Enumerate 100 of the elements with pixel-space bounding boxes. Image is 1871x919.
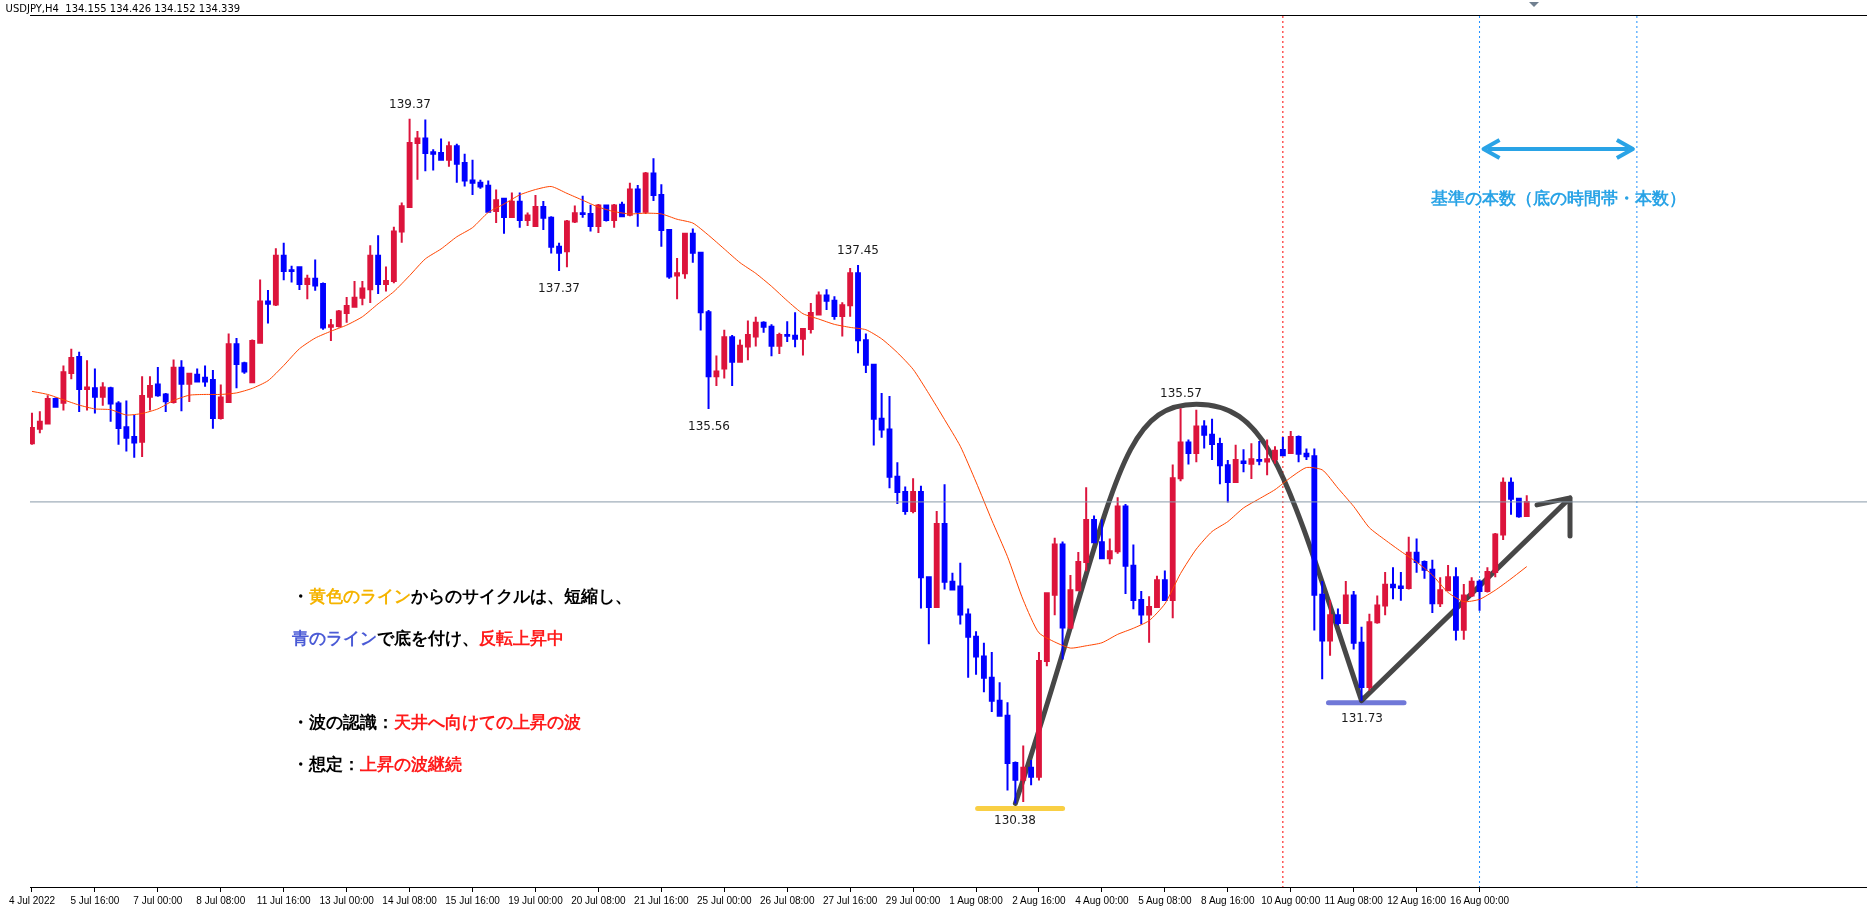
candlestick — [729, 334, 736, 388]
annotation: 137.45 — [837, 243, 879, 257]
candlestick — [1405, 535, 1412, 591]
candlestick — [162, 391, 169, 413]
candlestick — [933, 509, 940, 609]
candlestick — [493, 188, 500, 225]
candlestick — [438, 137, 444, 161]
candlestick — [406, 117, 413, 209]
candlestick — [1327, 599, 1333, 657]
candlestick — [1453, 566, 1459, 642]
candlestick — [1232, 443, 1239, 484]
annotation: 青のライン — [292, 628, 377, 648]
candlestick — [1216, 436, 1223, 486]
candlestick — [996, 681, 1003, 717]
candlestick — [760, 320, 767, 334]
x-tick-label: 4 Aug 00:00 — [1075, 895, 1130, 906]
candlestick — [1240, 448, 1247, 474]
candlestick — [343, 295, 350, 324]
candlestick — [1224, 458, 1231, 504]
x-tick-label: 20 Jul 08:00 — [571, 895, 627, 906]
candlestick — [52, 396, 59, 409]
candlestick — [414, 129, 421, 181]
candlestick — [1091, 514, 1097, 544]
candlestick — [304, 273, 311, 301]
candlestick — [209, 369, 216, 430]
candlestick — [1311, 447, 1318, 632]
annotation: で底を付け、 — [377, 628, 479, 648]
candlestick — [84, 359, 90, 412]
candlestick — [1468, 576, 1475, 599]
candlestick — [1492, 532, 1499, 579]
candlestick — [1279, 436, 1286, 458]
candlestick — [1319, 580, 1326, 681]
candlestick — [768, 323, 775, 358]
candlestick — [894, 461, 901, 506]
candlestick — [1248, 442, 1255, 480]
annotation: 天井へ向けての上昇の波 — [394, 712, 581, 732]
candlestick — [107, 385, 114, 423]
candlestick — [1209, 417, 1215, 461]
candlestick — [532, 193, 539, 228]
candlestick — [194, 367, 201, 383]
candlestick — [288, 264, 295, 284]
candlestick — [847, 267, 854, 318]
candlestick — [1358, 625, 1365, 702]
annotation: 黄色のライン — [309, 586, 411, 606]
candlestick — [1382, 570, 1389, 617]
candlestick — [186, 372, 193, 404]
candlestick — [1138, 589, 1145, 626]
candlestick — [477, 178, 484, 190]
candlestick — [398, 201, 405, 244]
candlestick — [217, 383, 224, 421]
candlestick — [1484, 566, 1491, 594]
candlestick — [1256, 439, 1263, 467]
candlestick — [131, 414, 138, 459]
candlestick — [1437, 576, 1444, 608]
candlestick — [595, 203, 602, 234]
candlestick — [658, 183, 665, 248]
candlestick — [225, 332, 232, 404]
candlestick — [619, 200, 625, 218]
candlestick — [249, 338, 256, 384]
candlestick — [320, 281, 326, 331]
candlestick — [1413, 537, 1420, 574]
x-tick-label: 21 Jul 16:00 — [634, 895, 690, 906]
candlestick — [1429, 558, 1436, 615]
candlestick — [1303, 447, 1310, 461]
candlestick — [36, 410, 43, 435]
candlestick — [68, 347, 75, 381]
candlestick — [390, 225, 397, 285]
candlestick — [30, 411, 35, 446]
x-tick-label: 16 Aug 00:00 — [1450, 895, 1510, 906]
candlestick — [1098, 518, 1105, 560]
annotation: 131.73 — [1341, 711, 1383, 725]
candlestick — [831, 295, 838, 321]
candlestick — [807, 302, 814, 335]
candlestick — [1169, 463, 1176, 620]
candlestick — [776, 331, 783, 356]
candlestick — [91, 367, 98, 415]
candlestick — [949, 571, 956, 591]
candlestick — [312, 258, 319, 292]
candlestick — [147, 375, 153, 412]
candlestick — [752, 315, 759, 348]
candlestick — [383, 265, 389, 293]
candlestick — [579, 194, 586, 219]
candlestick — [1154, 574, 1160, 609]
candlestick — [1130, 543, 1137, 611]
candlestick — [1335, 607, 1341, 627]
candlestick — [689, 227, 696, 264]
candlestick — [1075, 551, 1082, 592]
candlestick — [697, 251, 704, 332]
candlestick — [485, 179, 492, 214]
candlestick — [910, 477, 917, 515]
candlestick — [375, 234, 382, 295]
candlestick — [430, 148, 437, 172]
candlestick — [1421, 559, 1428, 580]
x-tick-label: 13 Jul 00:00 — [319, 895, 375, 906]
candlestick — [556, 241, 562, 273]
candlestick — [1161, 569, 1168, 602]
candlestick — [1342, 580, 1349, 625]
candlestick — [870, 363, 877, 447]
candlestick — [1295, 434, 1302, 464]
candlestick — [642, 171, 649, 215]
